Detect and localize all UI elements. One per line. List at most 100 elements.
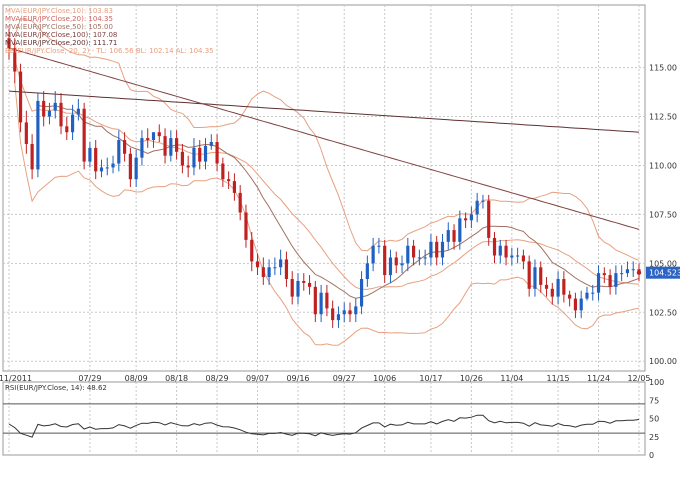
candle-body [591, 292, 595, 294]
price-y-tick-label: 112.50 [649, 113, 677, 122]
candle-body [232, 181, 237, 193]
x-tick-label: 08/18 [165, 374, 188, 383]
candle-body [365, 263, 369, 280]
candle-body [400, 263, 404, 266]
candle-body [163, 136, 167, 156]
candle-body [464, 218, 468, 221]
legend-entry: MVA(EUR/JPY.Close,50): 105.00 [5, 23, 113, 31]
candle-body [342, 310, 346, 315]
candle-body [117, 140, 121, 164]
candle-body [13, 48, 17, 72]
candle-body [18, 71, 23, 123]
candle-body [186, 165, 190, 168]
candle-body [527, 261, 531, 289]
candle-body [59, 102, 63, 127]
price-y-tick-label: 115.00 [649, 64, 677, 73]
rsi-y-tick-label: 50 [649, 415, 659, 424]
ma100-line [8, 47, 640, 230]
candle-body [151, 132, 156, 141]
candle-body [446, 230, 450, 242]
candle-body [53, 102, 57, 111]
candle-body [273, 267, 277, 269]
candle-body [516, 255, 520, 257]
candle-body [88, 147, 92, 162]
rsi-y-tick-label: 0 [649, 451, 654, 460]
candle-body [429, 241, 433, 258]
candle-body [250, 239, 254, 262]
candle-body [290, 279, 294, 297]
candle-body [562, 279, 566, 295]
candle-body [498, 245, 502, 256]
candle-body [377, 245, 381, 247]
candle-body [510, 255, 514, 258]
x-tick-label: 10/17 [419, 374, 442, 383]
candle-body [215, 142, 219, 164]
x-tick-label: 09/16 [286, 374, 309, 383]
candle-body [487, 200, 491, 238]
x-tick-label: 11/04 [500, 374, 523, 383]
legend-entry: MVA(EUR/JPY.Close,100): 107.08 [5, 31, 117, 39]
ma50-line [37, 105, 640, 299]
candle-body [307, 282, 312, 287]
candle-body [371, 245, 375, 264]
candle-body [319, 292, 323, 315]
candle-body [550, 288, 554, 297]
candle-body [296, 280, 300, 297]
candle-body [573, 298, 578, 311]
candle-body [192, 147, 196, 168]
x-tick-label: 10/06 [373, 374, 396, 383]
candle-body [30, 143, 34, 170]
last-price-marker [636, 270, 642, 275]
x-tick-label: 07/29 [78, 374, 101, 383]
candle-body [631, 269, 635, 271]
candle-body [602, 273, 606, 276]
candle-body [279, 259, 283, 268]
x-tick-label: 11/15 [547, 374, 570, 383]
candle-body [585, 292, 589, 299]
candle-body [354, 306, 358, 315]
candle-body [134, 157, 138, 180]
candle-body [209, 142, 213, 146]
x-tick-label: 08/09 [125, 374, 148, 383]
candle-body [521, 255, 525, 262]
last-price-label: 104.523 [649, 269, 680, 278]
legend-entry: MVA(EUR/JPY.Close,10): 103.83 [5, 7, 113, 15]
price-y-tick-label: 100.00 [649, 357, 677, 366]
candle-body [614, 273, 618, 287]
price-y-tick-label: 105.00 [649, 259, 677, 268]
candle-body [238, 192, 242, 213]
candle-body [105, 167, 109, 169]
candle-body [7, 38, 11, 49]
x-tick-label: 10/26 [460, 374, 483, 383]
candle-body [123, 140, 127, 154]
candle-body [70, 114, 75, 133]
price-y-tick-label: 107.50 [649, 210, 677, 219]
candle-body [261, 267, 265, 278]
candle-body [423, 257, 427, 259]
candle-body [111, 163, 115, 168]
candle-body [169, 138, 173, 156]
candle-body [221, 163, 225, 180]
rsi-y-tick-label: 25 [649, 433, 659, 442]
candle-body [82, 108, 86, 162]
candle-body [313, 286, 317, 315]
x-tick-label: 09/07 [246, 374, 269, 383]
x-tick-label: 12/05 [627, 374, 650, 383]
rsi-y-tick-label: 75 [649, 396, 659, 405]
candle-body [620, 273, 624, 275]
candle-body [47, 110, 52, 117]
candle-body [435, 241, 439, 258]
x-tick-label: 08/29 [206, 374, 229, 383]
candle-body [579, 298, 583, 311]
candle-body [255, 261, 260, 268]
candle-body [475, 200, 479, 215]
price-panel: 07/11/2011 07/29 08/09 08/18 08/29 09/07 09/16… [0, 4, 680, 383]
candle-body [94, 147, 98, 172]
rsi-line [8, 414, 640, 438]
candle-body [284, 259, 289, 280]
price-plot-frame [2, 4, 646, 372]
candle-body [504, 245, 508, 258]
candle-body [267, 267, 271, 278]
